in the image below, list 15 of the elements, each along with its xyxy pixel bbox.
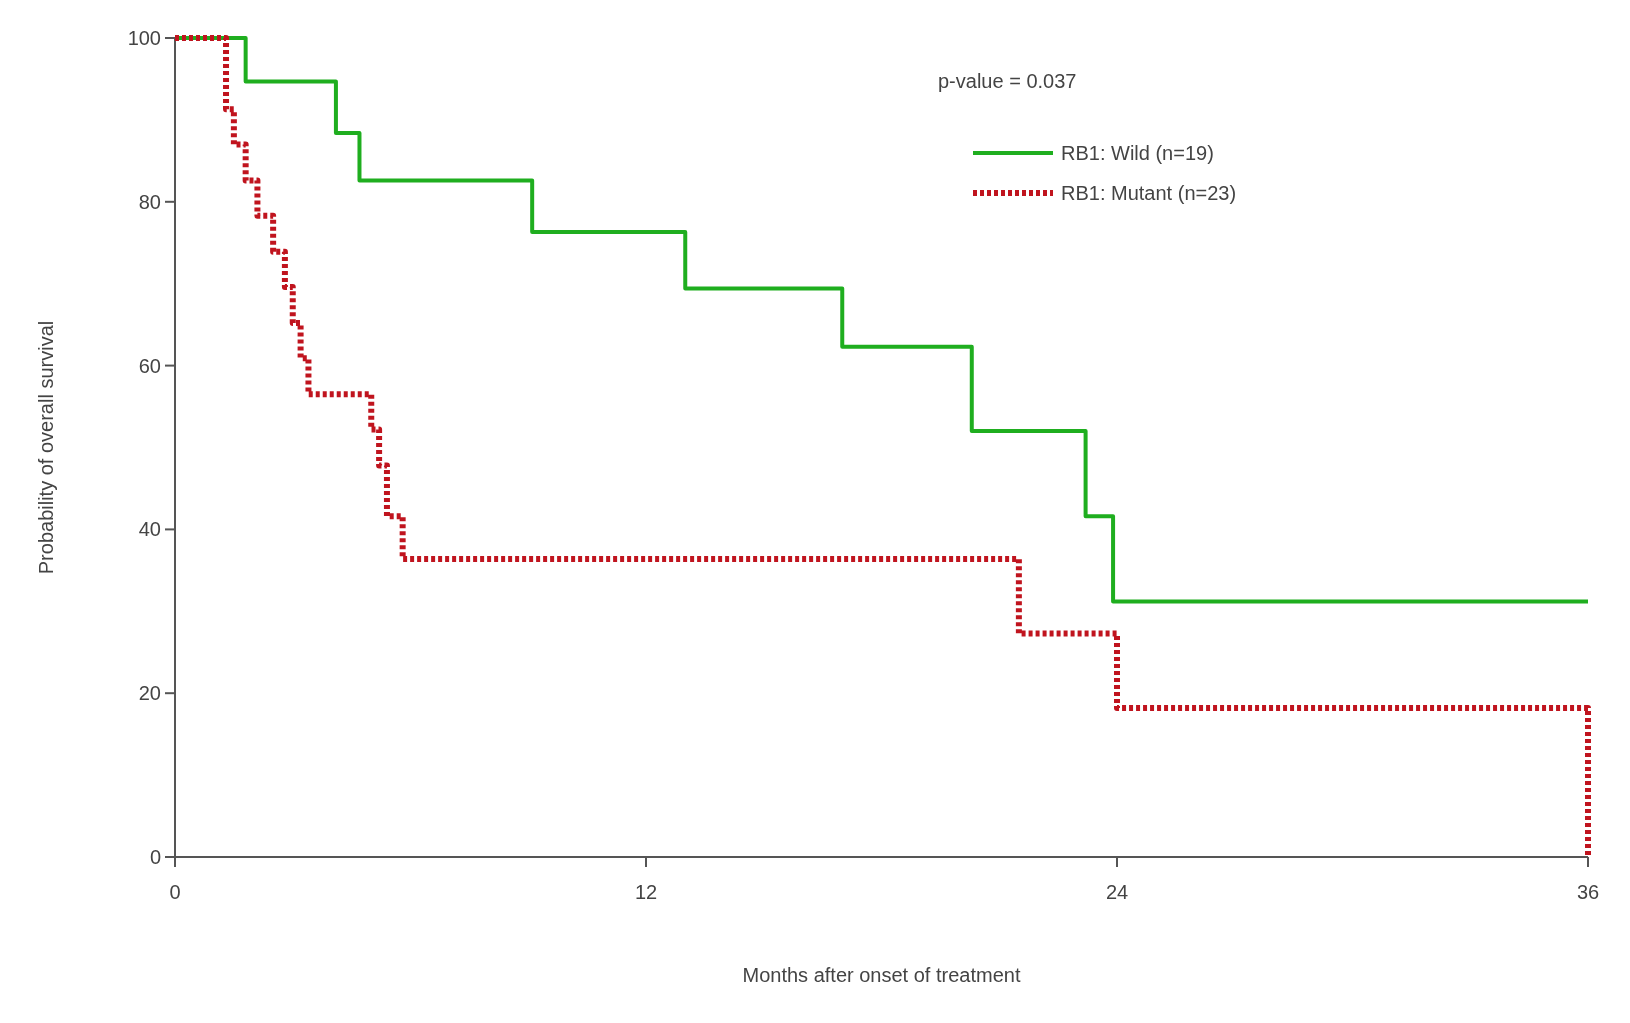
x-tick-label: 0	[169, 881, 181, 903]
y-axis-title: Probability of overall survival	[35, 320, 57, 575]
y-tick-label: 60	[138, 354, 161, 377]
x-tick-label: 24	[1105, 881, 1129, 903]
legend-label: RB1: Wild (n=19)	[1061, 142, 1214, 164]
x-axis-title: Months after onset of treatment	[742, 964, 1021, 986]
annotation: p-value = 0.037	[938, 70, 1077, 92]
y-tick-label: 80	[138, 190, 161, 213]
y-tick-label: 40	[138, 518, 161, 541]
x-tick-label: 36	[1576, 881, 1600, 903]
y-tick-label: 0	[149, 846, 161, 868]
y-tick-label: 100	[127, 27, 161, 49]
x-tick-label: 12	[634, 881, 658, 903]
y-tick-label: 20	[138, 682, 161, 705]
legend-label: RB1: Mutant (n=23)	[1061, 182, 1237, 204]
